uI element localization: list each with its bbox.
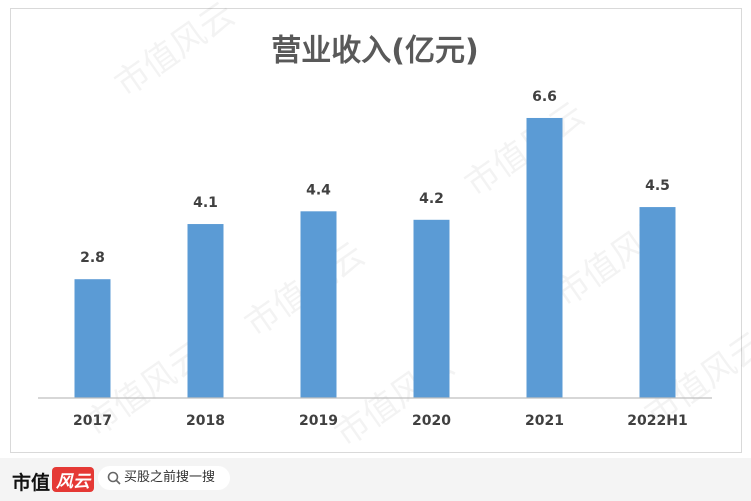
bar bbox=[74, 279, 111, 398]
search-placeholder: 买股之前搜一搜 bbox=[124, 470, 216, 485]
x-tick-label: 2020 bbox=[412, 413, 451, 429]
bar bbox=[300, 211, 337, 398]
search-icon bbox=[107, 471, 121, 485]
x-tick-label: 2021 bbox=[525, 413, 564, 429]
data-label: 4.4 bbox=[306, 182, 331, 198]
chart-frame bbox=[10, 8, 742, 453]
chart: 营业收入(亿元) 市值风云市值风云市值风云市值风云市值风云市值风云市值风云2.8… bbox=[38, 0, 751, 455]
data-label: 4.5 bbox=[645, 178, 670, 194]
bar bbox=[526, 117, 563, 398]
data-label: 6.6 bbox=[532, 89, 557, 105]
x-tick-label: 2017 bbox=[73, 413, 112, 429]
data-label: 4.1 bbox=[193, 195, 218, 211]
brand: 市值 bbox=[12, 472, 51, 494]
footer: 市值 风云 买股之前搜一搜 bbox=[0, 458, 751, 501]
chart-title: 营业收入(亿元) bbox=[271, 34, 478, 69]
search-box[interactable]: 买股之前搜一搜 bbox=[98, 466, 230, 490]
bar bbox=[413, 219, 450, 398]
data-label: 4.2 bbox=[419, 191, 444, 207]
x-tick-label: 2019 bbox=[299, 413, 338, 429]
x-tick-label: 2018 bbox=[186, 413, 225, 429]
bar bbox=[187, 224, 224, 398]
bar bbox=[639, 207, 676, 398]
x-tick-label: 2022H1 bbox=[627, 413, 687, 429]
data-label: 2.8 bbox=[80, 250, 105, 266]
brand-logo: 风云 bbox=[52, 467, 94, 492]
